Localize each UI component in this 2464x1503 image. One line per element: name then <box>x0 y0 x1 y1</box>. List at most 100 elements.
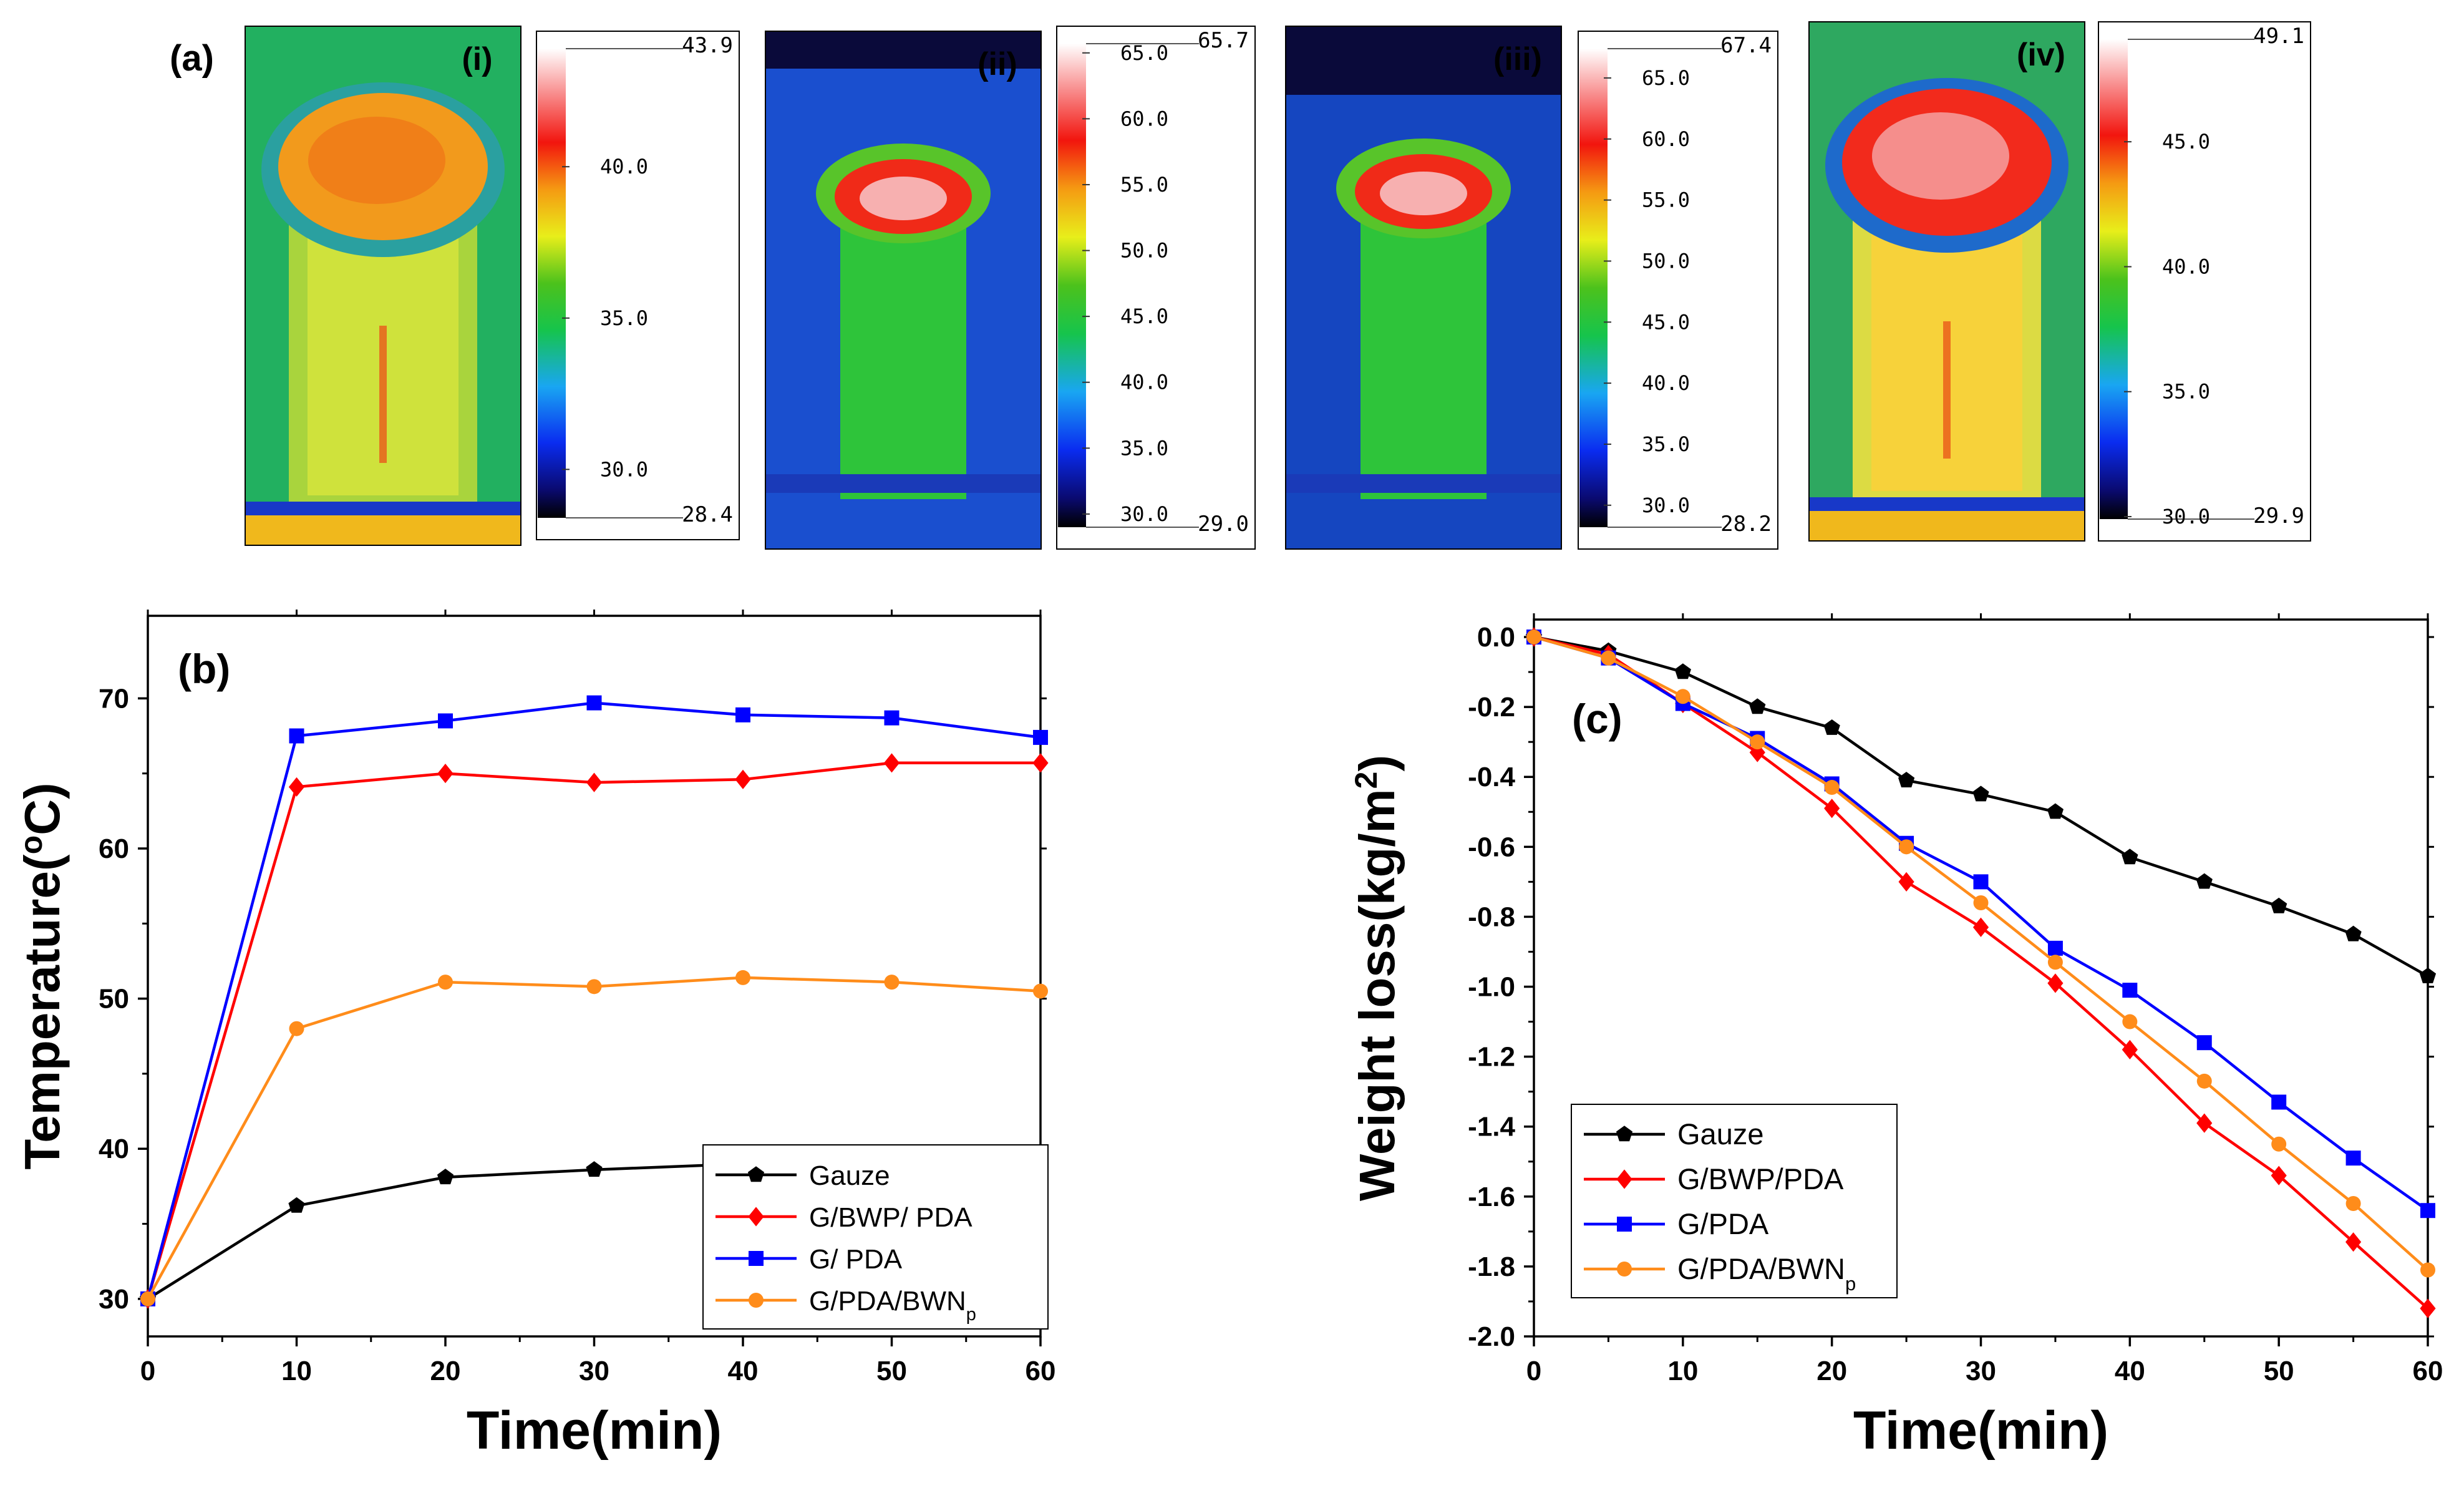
colorbar-tick-label: 30.0 <box>1642 494 1690 517</box>
legend-label-main: G/PDA/BWN <box>1677 1252 1845 1285</box>
data-point <box>1899 839 1914 855</box>
data-point <box>1033 983 1048 999</box>
colorbar-max-value: 43.9 <box>682 33 733 58</box>
data-point <box>1973 874 1989 890</box>
colorbar-tick-label: 60.0 <box>1120 107 1168 130</box>
colorbar-gradient <box>538 49 566 518</box>
data-point <box>2047 973 2064 993</box>
legend-label: G/PDA/BWNp <box>1677 1252 1856 1295</box>
data-point <box>586 979 602 995</box>
data-point <box>2271 1094 2287 1110</box>
data-point <box>586 1161 603 1177</box>
colorbar-tick-label: 35.0 <box>1120 436 1168 460</box>
base-band <box>1286 474 1561 493</box>
data-point <box>2420 1298 2436 1318</box>
data-point <box>2420 1262 2435 1278</box>
colorbar-tick-label: 55.0 <box>1642 188 1690 212</box>
y-tick-label: -1.4 <box>1468 1112 1515 1142</box>
x-tick-label: 50 <box>2264 1356 2294 1386</box>
legend-label-main: G/BWP/PDA <box>1677 1162 1844 1195</box>
data-point <box>289 728 304 744</box>
hot-core <box>308 117 445 204</box>
colorbar-tick-label: 65.0 <box>1120 41 1168 65</box>
data-point <box>1033 729 1048 745</box>
y-axis-title: Temperature(oC) <box>14 782 70 1169</box>
tube-stripe <box>379 326 387 463</box>
thermal-scene <box>1809 22 2085 541</box>
data-point <box>1898 872 1914 892</box>
colorbar-tick-label: 40.0 <box>2162 255 2210 278</box>
data-point <box>289 1021 304 1036</box>
y-tick-label: -0.4 <box>1468 762 1515 792</box>
panel-a-label: (a) <box>170 38 214 79</box>
y-tick-label: -0.2 <box>1468 692 1515 722</box>
x-tick-label: 40 <box>2115 1356 2145 1386</box>
thermal-scene <box>1286 26 1561 549</box>
data-point <box>586 772 603 792</box>
data-point <box>2345 1196 2361 1212</box>
x-tick-label: 30 <box>579 1356 609 1386</box>
x-tick-label: 20 <box>430 1356 461 1386</box>
colorbar-gradient <box>1579 49 1608 527</box>
legend-label-subscript: p <box>966 1305 976 1325</box>
weight-loss-chart: (c) 0 10 20 30 40 50 60 0.0 -0.2 -0.4 -0.6 -0.8 -1.0 -… <box>1349 613 2443 1461</box>
data-point <box>288 1197 305 1213</box>
data-point <box>1616 1126 1633 1142</box>
legend-label: Gauze <box>809 1160 890 1191</box>
panel-label: (c) <box>1572 696 1622 742</box>
base-band <box>1809 497 2085 511</box>
colorbar-tick-label: 30.0 <box>600 457 648 481</box>
colorbar-tick-label: 55.0 <box>1120 173 1168 197</box>
legend-label-main: Gauze <box>809 1160 890 1191</box>
thermal-image-label: (i) <box>462 41 492 77</box>
x-tick-label: 0 <box>140 1356 155 1386</box>
y-tick-label: -1.8 <box>1468 1252 1515 1282</box>
thermal-scene <box>765 31 1041 549</box>
data-point <box>1973 895 1989 910</box>
data-point <box>2271 897 2287 913</box>
legend-label: G/PDA/BWNp <box>809 1286 976 1325</box>
legend-label: G/PDA <box>1677 1207 1769 1240</box>
data-point <box>140 1291 155 1306</box>
colorbar-tick-label: 40.0 <box>1642 371 1690 395</box>
data-point <box>2345 1150 2361 1166</box>
y-axis-title-superscript: 2 <box>1349 772 1384 789</box>
series-g-pda-bwnp <box>1526 630 2435 1278</box>
hot-core <box>860 177 947 220</box>
data-point <box>2345 925 2362 941</box>
x-tick-label: 30 <box>1966 1356 1996 1386</box>
colorbar-gradient <box>1058 44 1086 527</box>
data-point <box>1824 799 1840 819</box>
colorbar-gradient <box>2100 39 2128 519</box>
thermal-image-frame <box>245 26 521 546</box>
data-point <box>2122 849 2138 865</box>
data-point <box>1898 772 1915 787</box>
data-point <box>1526 630 1541 645</box>
data-point <box>2271 1136 2287 1152</box>
y-tick-label: 0.0 <box>1477 622 1515 653</box>
x-tick-label: 0 <box>1526 1356 1541 1386</box>
y-axis-title-part: Temperature( <box>14 854 70 1170</box>
data-point <box>438 975 453 990</box>
data-point <box>437 1169 454 1185</box>
legend-item: G/PDA/BWNp <box>1584 1252 1856 1295</box>
colorbar-max-value: 49.1 <box>2253 24 2304 49</box>
colorbar-frame <box>1578 31 1778 550</box>
legend-label: G/ PDA <box>809 1244 903 1275</box>
data-point <box>2196 1113 2213 1133</box>
colorbar-frame <box>536 31 740 540</box>
x-tick-label: 10 <box>281 1356 312 1386</box>
data-point <box>2122 1039 2138 1059</box>
legend-item: G/PDA/BWNp <box>715 1286 976 1325</box>
data-point <box>1674 663 1691 679</box>
legend-label: G/BWP/PDA <box>1677 1162 1844 1195</box>
data-point <box>2196 1035 2212 1051</box>
thermal-image-iii: (iii) 67.4 28.2 65.0 60.0 55.0 50.0 45.0 40.0 35.… <box>1285 26 1778 550</box>
dark-top <box>1286 26 1561 95</box>
colorbar-iii: 67.4 28.2 65.0 60.0 55.0 50.0 45.0 40.0 35.0 30.0 <box>1578 31 1778 550</box>
data-point <box>883 753 900 773</box>
data-point <box>2047 940 2063 956</box>
data-point <box>748 1207 764 1227</box>
